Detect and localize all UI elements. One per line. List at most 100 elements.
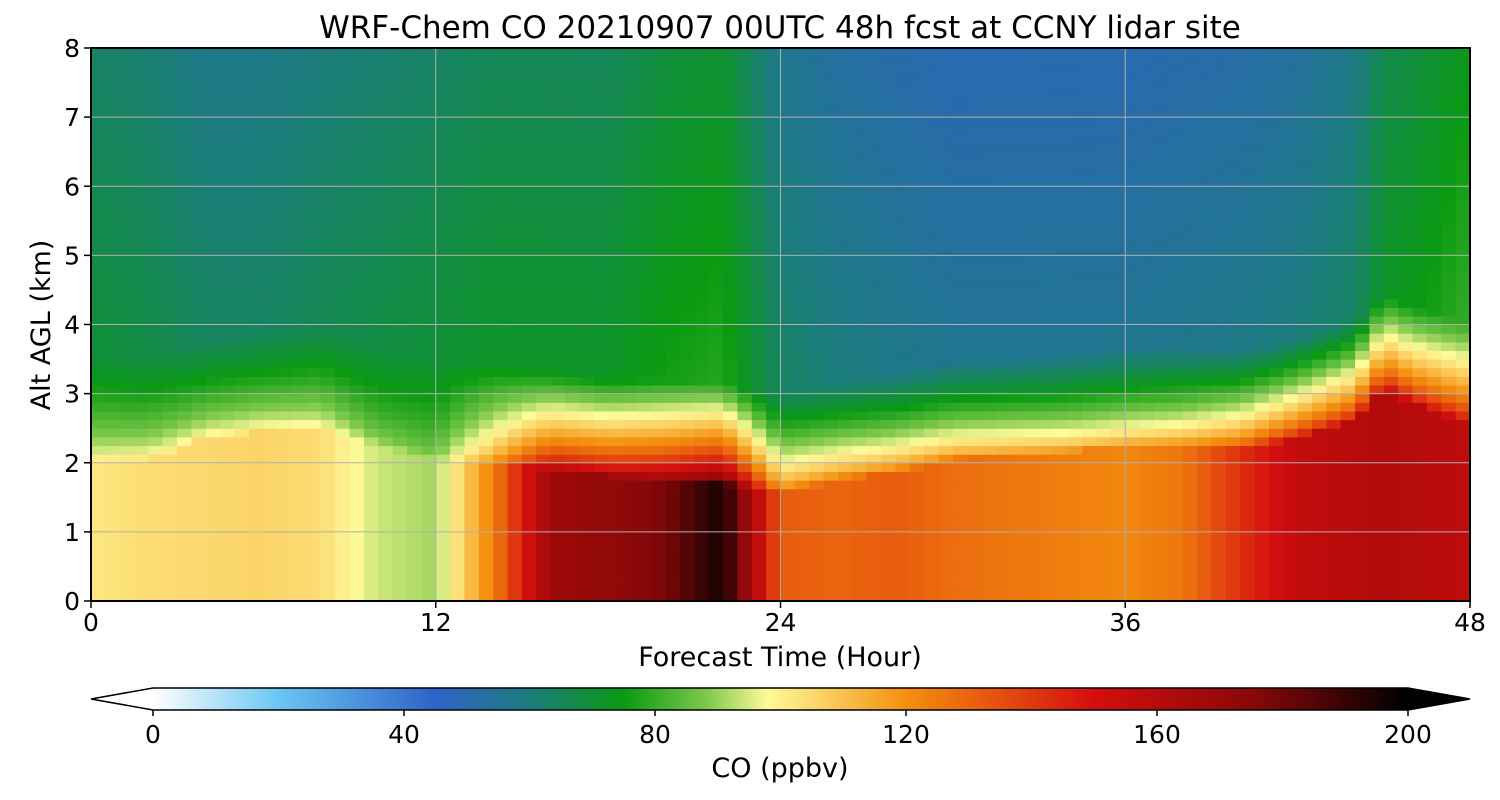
heatmap-cell — [565, 134, 580, 143]
heatmap-cell — [852, 255, 867, 264]
heatmap-cell — [536, 186, 551, 195]
heatmap-cell — [867, 489, 882, 498]
heatmap-cell — [292, 169, 307, 178]
heatmap-cell — [350, 445, 365, 454]
heatmap-cell — [479, 471, 494, 480]
heatmap-cell — [450, 108, 465, 117]
heatmap-cell — [1154, 91, 1169, 100]
heatmap-cell — [249, 238, 264, 247]
heatmap-cell — [148, 368, 163, 377]
heatmap-cell — [795, 83, 810, 92]
heatmap-cell — [1082, 420, 1097, 429]
heatmap-cell — [1125, 342, 1140, 351]
heatmap-cell — [378, 515, 393, 524]
heatmap-cell — [436, 558, 451, 567]
heatmap-cell — [579, 411, 594, 420]
heatmap-cell — [436, 117, 451, 126]
heatmap-cell — [536, 74, 551, 83]
heatmap-cell — [91, 255, 106, 264]
heatmap-cell — [809, 437, 824, 446]
heatmap-cell — [464, 281, 479, 290]
heatmap-cell — [263, 299, 278, 308]
heatmap-cell — [536, 83, 551, 92]
heatmap-cell — [263, 186, 278, 195]
heatmap-cell — [1197, 523, 1212, 532]
heatmap-cell — [292, 255, 307, 264]
heatmap-cell — [177, 523, 192, 532]
heatmap-cell — [522, 255, 537, 264]
heatmap-cell — [1140, 558, 1155, 567]
heatmap-cell — [680, 471, 695, 480]
heatmap-cell — [306, 91, 321, 100]
heatmap-cell — [450, 134, 465, 143]
heatmap-cell — [263, 489, 278, 498]
heatmap-cell — [536, 420, 551, 429]
heatmap-cell — [996, 290, 1011, 299]
heatmap-cell — [192, 195, 207, 204]
heatmap-cell — [709, 497, 724, 506]
heatmap-cell — [1082, 566, 1097, 575]
heatmap-cell — [493, 48, 508, 57]
heatmap-cell — [522, 368, 537, 377]
heatmap-cell — [464, 523, 479, 532]
heatmap-cell — [105, 506, 120, 515]
heatmap-cell — [824, 74, 839, 83]
heatmap-cell — [278, 169, 293, 178]
heatmap-cell — [709, 299, 724, 308]
heatmap-cell — [306, 152, 321, 161]
heatmap-cell — [709, 584, 724, 593]
heatmap-cell — [378, 575, 393, 584]
heatmap-cell — [508, 428, 523, 437]
heatmap-cell — [838, 221, 853, 230]
heatmap-cell — [335, 342, 350, 351]
heatmap-cell — [536, 238, 551, 247]
heatmap-cell — [464, 411, 479, 420]
heatmap-cell — [996, 178, 1011, 187]
heatmap-cell — [306, 359, 321, 368]
heatmap-cell — [321, 195, 336, 204]
heatmap-cell — [91, 342, 106, 351]
heatmap-cell — [795, 368, 810, 377]
heatmap-cell — [1197, 471, 1212, 480]
heatmap-cell — [1010, 212, 1025, 221]
heatmap-cell — [522, 480, 537, 489]
heatmap-cell — [278, 437, 293, 446]
heatmap-cell — [450, 238, 465, 247]
heatmap-cell — [278, 143, 293, 152]
heatmap-cell — [522, 229, 537, 238]
heatmap-cell — [407, 489, 422, 498]
heatmap-cell — [220, 411, 235, 420]
heatmap-cell — [1039, 445, 1054, 454]
heatmap-cell — [723, 169, 738, 178]
heatmap-cell — [1010, 307, 1025, 316]
heatmap-cell — [378, 290, 393, 299]
heatmap-cell — [651, 445, 666, 454]
heatmap-cell — [450, 74, 465, 83]
heatmap-cell — [967, 549, 982, 558]
heatmap-cell — [206, 238, 221, 247]
heatmap-cell — [421, 65, 436, 74]
heatmap-cell — [809, 204, 824, 213]
heatmap-cell — [867, 325, 882, 334]
heatmap-cell — [91, 108, 106, 117]
heatmap-cell — [551, 454, 566, 463]
heatmap-cell — [163, 152, 178, 161]
heatmap-cell — [292, 65, 307, 74]
heatmap-cell — [651, 394, 666, 403]
heatmap-cell — [895, 178, 910, 187]
heatmap-cell — [852, 497, 867, 506]
heatmap-cell — [393, 549, 408, 558]
heatmap-cell — [694, 152, 709, 161]
heatmap-cell — [967, 532, 982, 541]
heatmap-cell — [996, 186, 1011, 195]
heatmap-cell — [393, 532, 408, 541]
heatmap-cell — [1140, 307, 1155, 316]
heatmap-cell — [407, 264, 422, 273]
heatmap-cell — [809, 264, 824, 273]
heatmap-cell — [594, 143, 609, 152]
heatmap-cell — [192, 342, 207, 351]
heatmap-cell — [924, 575, 939, 584]
heatmap-cell — [464, 506, 479, 515]
heatmap-cell — [752, 350, 767, 359]
heatmap-cell — [493, 445, 508, 454]
